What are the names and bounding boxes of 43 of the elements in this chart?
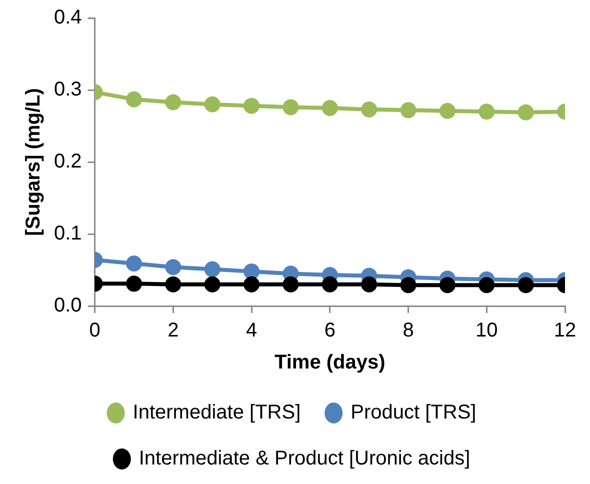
point — [518, 104, 534, 120]
x-tick-label: 8 — [402, 320, 414, 342]
x-tick-label: 6 — [324, 320, 336, 342]
x-tick-label: 12 — [554, 320, 576, 342]
point — [204, 261, 220, 278]
y-tick-label: 0.0 — [54, 294, 82, 317]
legend-label: Product [TRS] — [350, 402, 476, 424]
point — [282, 276, 299, 292]
y-tick-label: 0.4 — [54, 6, 82, 29]
point — [126, 91, 142, 108]
point — [361, 101, 378, 118]
point — [400, 277, 416, 294]
point — [518, 277, 534, 294]
point — [322, 100, 338, 116]
point — [204, 276, 220, 292]
y-axis-title: [Sugars] (mg/L) — [22, 88, 45, 236]
x-tick-label: 10 — [476, 320, 498, 342]
point — [322, 276, 338, 292]
y-tick-label: 0.3 — [54, 78, 82, 101]
y-tick-label: 0.2 — [54, 150, 82, 173]
point — [244, 98, 260, 114]
point — [282, 99, 299, 116]
point — [126, 276, 142, 292]
point — [244, 263, 260, 280]
point — [478, 104, 495, 120]
legend-label: Intermediate & Product [Uronic acids] — [138, 448, 470, 470]
point — [165, 276, 182, 292]
point — [165, 94, 182, 110]
point — [478, 277, 495, 294]
x-tick-label: 4 — [246, 320, 258, 342]
point — [165, 259, 182, 276]
point — [361, 276, 378, 292]
x-axis-title: Time (days) — [274, 352, 386, 374]
x-tick-label: 2 — [168, 320, 179, 342]
point — [244, 276, 260, 292]
point — [439, 102, 456, 119]
legend-label: Intermediate [TRS] — [132, 402, 301, 424]
x-tick-label: 0 — [89, 320, 100, 342]
y-tick-label: 0.1 — [54, 222, 82, 245]
point — [204, 96, 220, 112]
point — [400, 102, 416, 118]
point — [439, 277, 456, 294]
point — [126, 256, 142, 272]
